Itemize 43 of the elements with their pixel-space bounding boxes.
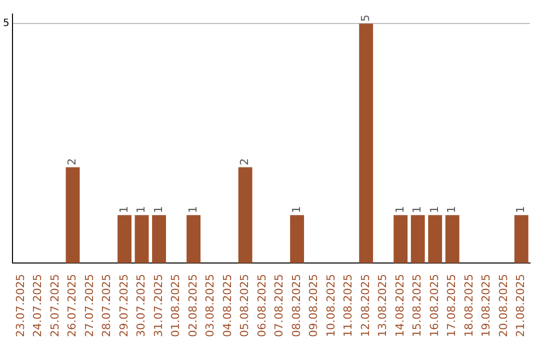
x-tick-label: 26.07.2025 bbox=[66, 274, 79, 338]
x-tick-label: 23.07.2025 bbox=[14, 274, 27, 338]
data-label: 1 bbox=[152, 206, 165, 214]
x-tick-label: 14.08.2025 bbox=[393, 274, 406, 338]
x-tick-label: 21.08.2025 bbox=[514, 274, 528, 338]
data-label: 1 bbox=[117, 206, 130, 214]
x-tick-label: 15.08.2025 bbox=[410, 274, 424, 338]
x-tick-label: 24.07.2025 bbox=[31, 274, 44, 338]
x-tick-label: 04.08.2025 bbox=[220, 274, 234, 338]
data-label: 1 bbox=[428, 206, 441, 214]
x-tick-label: 25.07.2025 bbox=[48, 274, 62, 338]
x-tick-label: 06.08.2025 bbox=[255, 274, 268, 338]
x-tick-label: 05.08.2025 bbox=[238, 274, 252, 338]
data-label: 1 bbox=[410, 206, 424, 214]
x-tick-label: 18.08.2025 bbox=[462, 274, 476, 338]
x-tick-label: 27.07.2025 bbox=[82, 274, 96, 338]
data-label: 1 bbox=[445, 206, 458, 214]
x-tick-label: 10.08.2025 bbox=[324, 274, 338, 338]
x-tick-label: 20.08.2025 bbox=[496, 274, 510, 338]
x-tick-label: 19.08.2025 bbox=[480, 274, 493, 338]
data-label: 1 bbox=[186, 206, 200, 214]
x-tick-label: 01.08.2025 bbox=[169, 274, 182, 338]
data-label: 2 bbox=[66, 158, 79, 166]
x-tick-label: 30.07.2025 bbox=[134, 274, 148, 338]
x-tick-label: 12.08.2025 bbox=[358, 274, 372, 338]
x-tick-label: 09.08.2025 bbox=[307, 274, 320, 338]
data-label: 1 bbox=[290, 206, 303, 214]
x-tick-label: 03.08.2025 bbox=[204, 274, 217, 338]
x-tick-label: 29.07.2025 bbox=[117, 274, 130, 338]
x-tick-label: 07.08.2025 bbox=[272, 274, 286, 338]
data-label: 1 bbox=[514, 206, 528, 214]
x-tick-label: 28.07.2025 bbox=[100, 274, 114, 338]
x-tick-label: 16.08.2025 bbox=[428, 274, 441, 338]
data-label: 1 bbox=[393, 206, 406, 214]
x-tick-label: 08.08.2025 bbox=[290, 274, 303, 338]
data-label: 1 bbox=[134, 206, 148, 214]
x-tick-label: 02.08.2025 bbox=[186, 274, 200, 338]
data-label: 5 bbox=[358, 14, 372, 22]
x-tick-label: 17.08.2025 bbox=[445, 274, 458, 338]
data-label: 2 bbox=[238, 158, 252, 166]
x-tick-label: 11.08.2025 bbox=[342, 274, 355, 338]
x-tick-label: 31.07.2025 bbox=[152, 274, 165, 338]
x-tick-label: 13.08.2025 bbox=[376, 274, 390, 338]
